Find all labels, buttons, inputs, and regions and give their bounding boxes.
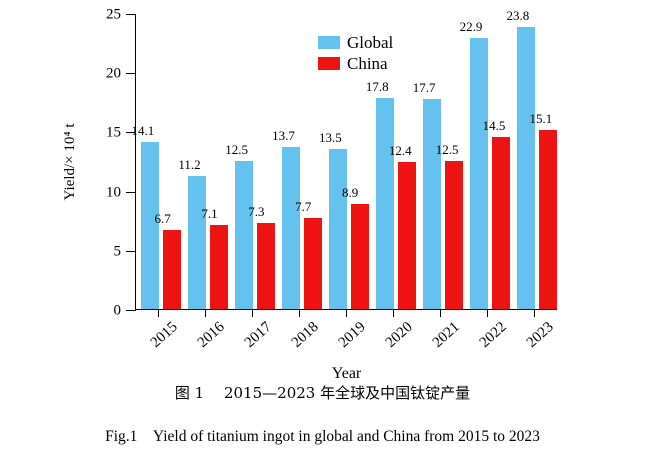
bar-group: 22.9 14.5 [460,14,513,309]
bar-value-label: 7.3 [248,203,265,219]
bar-value-label: 22.9 [459,18,483,34]
x-axis-tick-label: 2020 [382,319,416,351]
x-axis-tick-label: 2023 [523,319,557,351]
bar-group: 17.7 12.5 [413,14,466,309]
x-axis-tick [486,309,488,317]
y-axis-label: Yield/× 10⁴ t [62,122,79,201]
bar-group: 12.5 7.3 [225,14,278,309]
bar-global-2018 [282,146,301,309]
legend-label-global: Global [347,32,394,52]
bar-group: 11.2 7.1 [178,14,231,309]
x-axis-tick-label: 2022 [476,319,510,351]
bar-value-label: 14.1 [131,123,155,139]
bar-group: 14.1 6.7 [131,14,184,309]
bar-value-label: 13.7 [272,127,295,143]
bar-global-2015 [141,142,160,309]
bar-value-label: 15.1 [529,111,553,127]
bar-value-label: 13.5 [319,130,342,146]
legend-swatch-china [318,57,340,70]
bar-value-label: 12.4 [388,143,412,159]
bar-china-2023 [538,130,557,309]
x-axis-tick [252,309,254,317]
bar-china-2020 [397,162,416,309]
bar-china-2015 [163,229,182,309]
chart-plot-area: 0 5 10 15 20 25 Yield/× 10⁴ t 14.1 6.7 11.2 7.1 1… [62,7,560,382]
bar-global-2022 [469,37,488,309]
bar-value-label: 14.5 [482,118,506,134]
x-axis-tick [439,309,441,317]
x-axis-tick [299,309,301,317]
x-axis-tick [533,309,535,317]
figure-caption-chinese: 图 1 2015—2023 年全球及中国钛锭产量 [174,384,471,402]
bar-group: 23.8 15.1 [507,8,560,309]
y-axis-tick: 5 [114,243,136,259]
y-axis-tick-label: 0 [113,302,122,319]
bar-china-2018 [304,217,323,309]
x-axis-tick [158,309,160,317]
legend-swatch-global [318,36,340,49]
x-axis-tick-label: 2019 [335,319,369,351]
bar-group: 17.8 12.4 [366,14,419,309]
bar-value-label: 23.8 [506,8,530,24]
y-axis-tick: 25 [106,7,136,23]
y-axis-tick: 15 [106,125,136,141]
legend-item-global: Global [318,32,393,53]
bar-global-2020 [375,98,394,309]
bar-value-label: 7.1 [201,205,218,221]
bar-china-2017 [257,222,276,309]
bar-china-2019 [351,203,369,309]
x-axis-tick-label: 2018 [288,319,322,351]
bar-value-label: 7.7 [295,198,312,214]
bar-value-label: 17.8 [365,79,389,95]
x-axis-tick [392,309,394,317]
x-axis-label: Year [331,365,362,382]
x-axis-tick-label: 2021 [429,319,463,351]
bar-value-label: 8.9 [342,184,359,200]
bar-value-label: 11.2 [178,157,201,173]
bar-global-2016 [188,176,207,309]
y-axis-tick-label: 5 [113,243,122,260]
legend-label-china: China [347,53,388,73]
x-axis-tick-label: 2015 [148,319,182,351]
bar-china-2016 [210,224,229,309]
y-axis-tick: 10 [106,184,136,200]
bar-groups: 14.1 6.7 11.2 7.1 12.5 7.3 13.7 7.7 13.5 8.9 17.8 1… [131,8,560,309]
x-axis-tick-label: 2017 [241,319,275,351]
y-axis-tick-label: 10 [106,184,121,201]
bar-china-2021 [444,161,463,309]
y-axis-tick: 0 [114,303,136,319]
legend-item-china: China [318,53,393,74]
bar-value-label: 17.7 [412,80,436,96]
bar-group: 13.7 7.7 [272,14,325,309]
x-axis-tick [346,309,347,317]
x-axis-tick-label: 2016 [195,319,229,351]
y-axis-tick-label: 15 [106,124,121,141]
chart-legend: Global China [318,32,393,74]
bar-global-2021 [422,99,441,309]
y-axis-tick: 20 [106,66,136,82]
bar-global-2017 [235,161,254,309]
bar-value-label: 12.5 [435,142,459,157]
bar-china-2022 [491,137,510,309]
x-axis-tick [205,309,207,317]
bar-group: 13.5 8.9 [319,14,372,309]
y-axis-tick-label: 20 [106,65,121,82]
figure-caption-english: Fig.1 Yield of titanium ingot in global … [105,428,540,445]
bar-value-label: 12.5 [225,142,248,157]
y-axis-tick-label: 25 [106,6,121,23]
bar-global-2023 [516,27,535,309]
bar-global-2019 [329,149,347,309]
bar-value-label: 6.7 [154,210,171,226]
